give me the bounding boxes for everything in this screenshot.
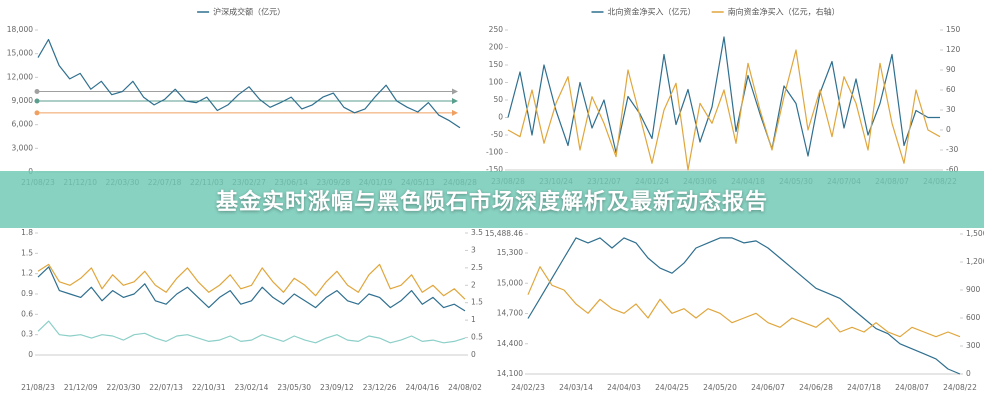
y-tick-label: 100 xyxy=(489,78,504,87)
x-tick-label: 22/07/13 xyxy=(149,383,183,392)
y-tick-label: 14,700 xyxy=(497,309,523,318)
x-tick-label: 24/08/07 xyxy=(895,383,929,392)
x-tick-label: 21/08/23 xyxy=(21,383,55,392)
y-tick-label: 300 xyxy=(966,341,981,350)
series-line xyxy=(507,49,941,171)
y-tick-label: 30 xyxy=(946,105,956,114)
series-line xyxy=(527,237,961,375)
y-tick-label: 12,000 xyxy=(7,72,33,81)
y-tick-label: 1,200 xyxy=(966,257,984,266)
x-tick-label: 24/04/03 xyxy=(607,383,641,392)
x-tick-label: 23/02/14 xyxy=(235,383,269,392)
x-tick-label: 24/08/02 xyxy=(448,383,482,392)
legend-label: 南向资金净买入（亿元，右轴） xyxy=(728,7,840,17)
legend-label: 北向资金净买入（亿元） xyxy=(608,7,696,17)
x-tick-label: 24/05/20 xyxy=(703,383,737,392)
y-tick-label: 6,000 xyxy=(12,120,34,129)
y-tick-label: 1.5 xyxy=(21,248,33,257)
y-tick-label: 0.5 xyxy=(471,333,483,342)
y-tick-label: 1.5 xyxy=(471,298,483,307)
y-tick-label: 1.2 xyxy=(21,269,33,278)
y-tick-label: 15,000 xyxy=(497,278,523,287)
x-tick-label: 21/12/09 xyxy=(64,383,98,392)
y-tick-label: 2.5 xyxy=(471,263,483,272)
x-tick-label: 24/02/23 xyxy=(511,383,545,392)
y-tick-label: 15,488.46 xyxy=(485,229,523,238)
series-line xyxy=(507,36,940,157)
y-tick-label: -30 xyxy=(946,145,958,154)
y-tick-label: 15,000 xyxy=(7,49,33,58)
y-tick-label: 14,400 xyxy=(497,339,523,348)
legend-label: 沪深成交额（亿元） xyxy=(213,7,285,17)
y-tick-label: 0.9 xyxy=(21,289,33,298)
x-tick-label: 23/05/30 xyxy=(277,383,311,392)
y-tick-label: 1 xyxy=(471,315,476,324)
y-tick-label: 50 xyxy=(493,95,503,104)
y-tick-label: 0 xyxy=(28,350,33,359)
y-tick-label: -100 xyxy=(486,148,503,157)
reference-arrow xyxy=(452,98,458,104)
x-tick-label: 24/03/14 xyxy=(559,383,593,392)
y-tick-label: 60 xyxy=(946,85,956,94)
y-tick-label: 1.8 xyxy=(21,228,33,237)
y-tick-label: 14,100 xyxy=(497,369,523,378)
y-tick-label: -50 xyxy=(491,130,503,139)
y-tick-label: 0 xyxy=(498,113,503,122)
y-tick-label: 200 xyxy=(489,43,504,52)
series-line xyxy=(37,266,466,312)
series-line xyxy=(37,263,466,300)
y-tick-label: 15,300 xyxy=(497,248,523,257)
y-tick-label: 150 xyxy=(489,60,504,69)
y-tick-label: 2 xyxy=(471,280,476,289)
reference-dot xyxy=(34,110,40,116)
x-tick-label: 23/12/26 xyxy=(363,383,397,392)
reference-arrow xyxy=(452,109,458,116)
y-tick-label: 3 xyxy=(471,245,476,254)
reference-arrow xyxy=(452,88,458,95)
y-tick-label: 600 xyxy=(966,313,981,322)
x-tick-label: 22/03/30 xyxy=(107,383,141,392)
y-tick-label: 0 xyxy=(946,125,951,134)
y-tick-label: 250 xyxy=(489,25,504,34)
y-tick-label: -150 xyxy=(486,165,503,174)
reference-dot xyxy=(34,89,40,95)
y-tick-label: 0.6 xyxy=(21,309,33,318)
x-tick-label: 24/04/25 xyxy=(655,383,689,392)
banner-title: 基金实时涨幅与黑色陨石市场深度解析及最新动态报告 xyxy=(0,171,984,228)
y-tick-label: 1,500 xyxy=(966,229,984,238)
x-tick-label: 24/08/22 xyxy=(943,383,977,392)
y-tick-label: 18,000 xyxy=(7,25,33,34)
x-tick-label: 23/09/12 xyxy=(320,383,354,392)
series-line xyxy=(37,320,466,344)
y-tick-label: 3.5 xyxy=(471,228,483,237)
y-tick-label: 900 xyxy=(966,285,981,294)
x-tick-label: 22/10/31 xyxy=(192,383,226,392)
y-tick-label: -60 xyxy=(946,165,958,174)
y-tick-label: 90 xyxy=(946,65,956,74)
x-tick-label: 24/06/07 xyxy=(751,383,785,392)
y-tick-label: 3,000 xyxy=(12,143,34,152)
x-tick-label: 24/06/28 xyxy=(799,383,833,392)
y-tick-label: 0 xyxy=(471,350,476,359)
series-line xyxy=(527,266,961,338)
y-tick-label: 0.3 xyxy=(21,330,33,339)
x-tick-label: 24/07/18 xyxy=(847,383,881,392)
y-tick-label: 150 xyxy=(946,25,961,34)
reference-dot xyxy=(34,98,40,104)
y-tick-label: 120 xyxy=(946,45,961,54)
y-tick-label: 0 xyxy=(966,369,971,378)
series-line xyxy=(37,38,461,129)
y-tick-label: 9,000 xyxy=(12,96,34,105)
x-tick-label: 24/04/16 xyxy=(405,383,439,392)
